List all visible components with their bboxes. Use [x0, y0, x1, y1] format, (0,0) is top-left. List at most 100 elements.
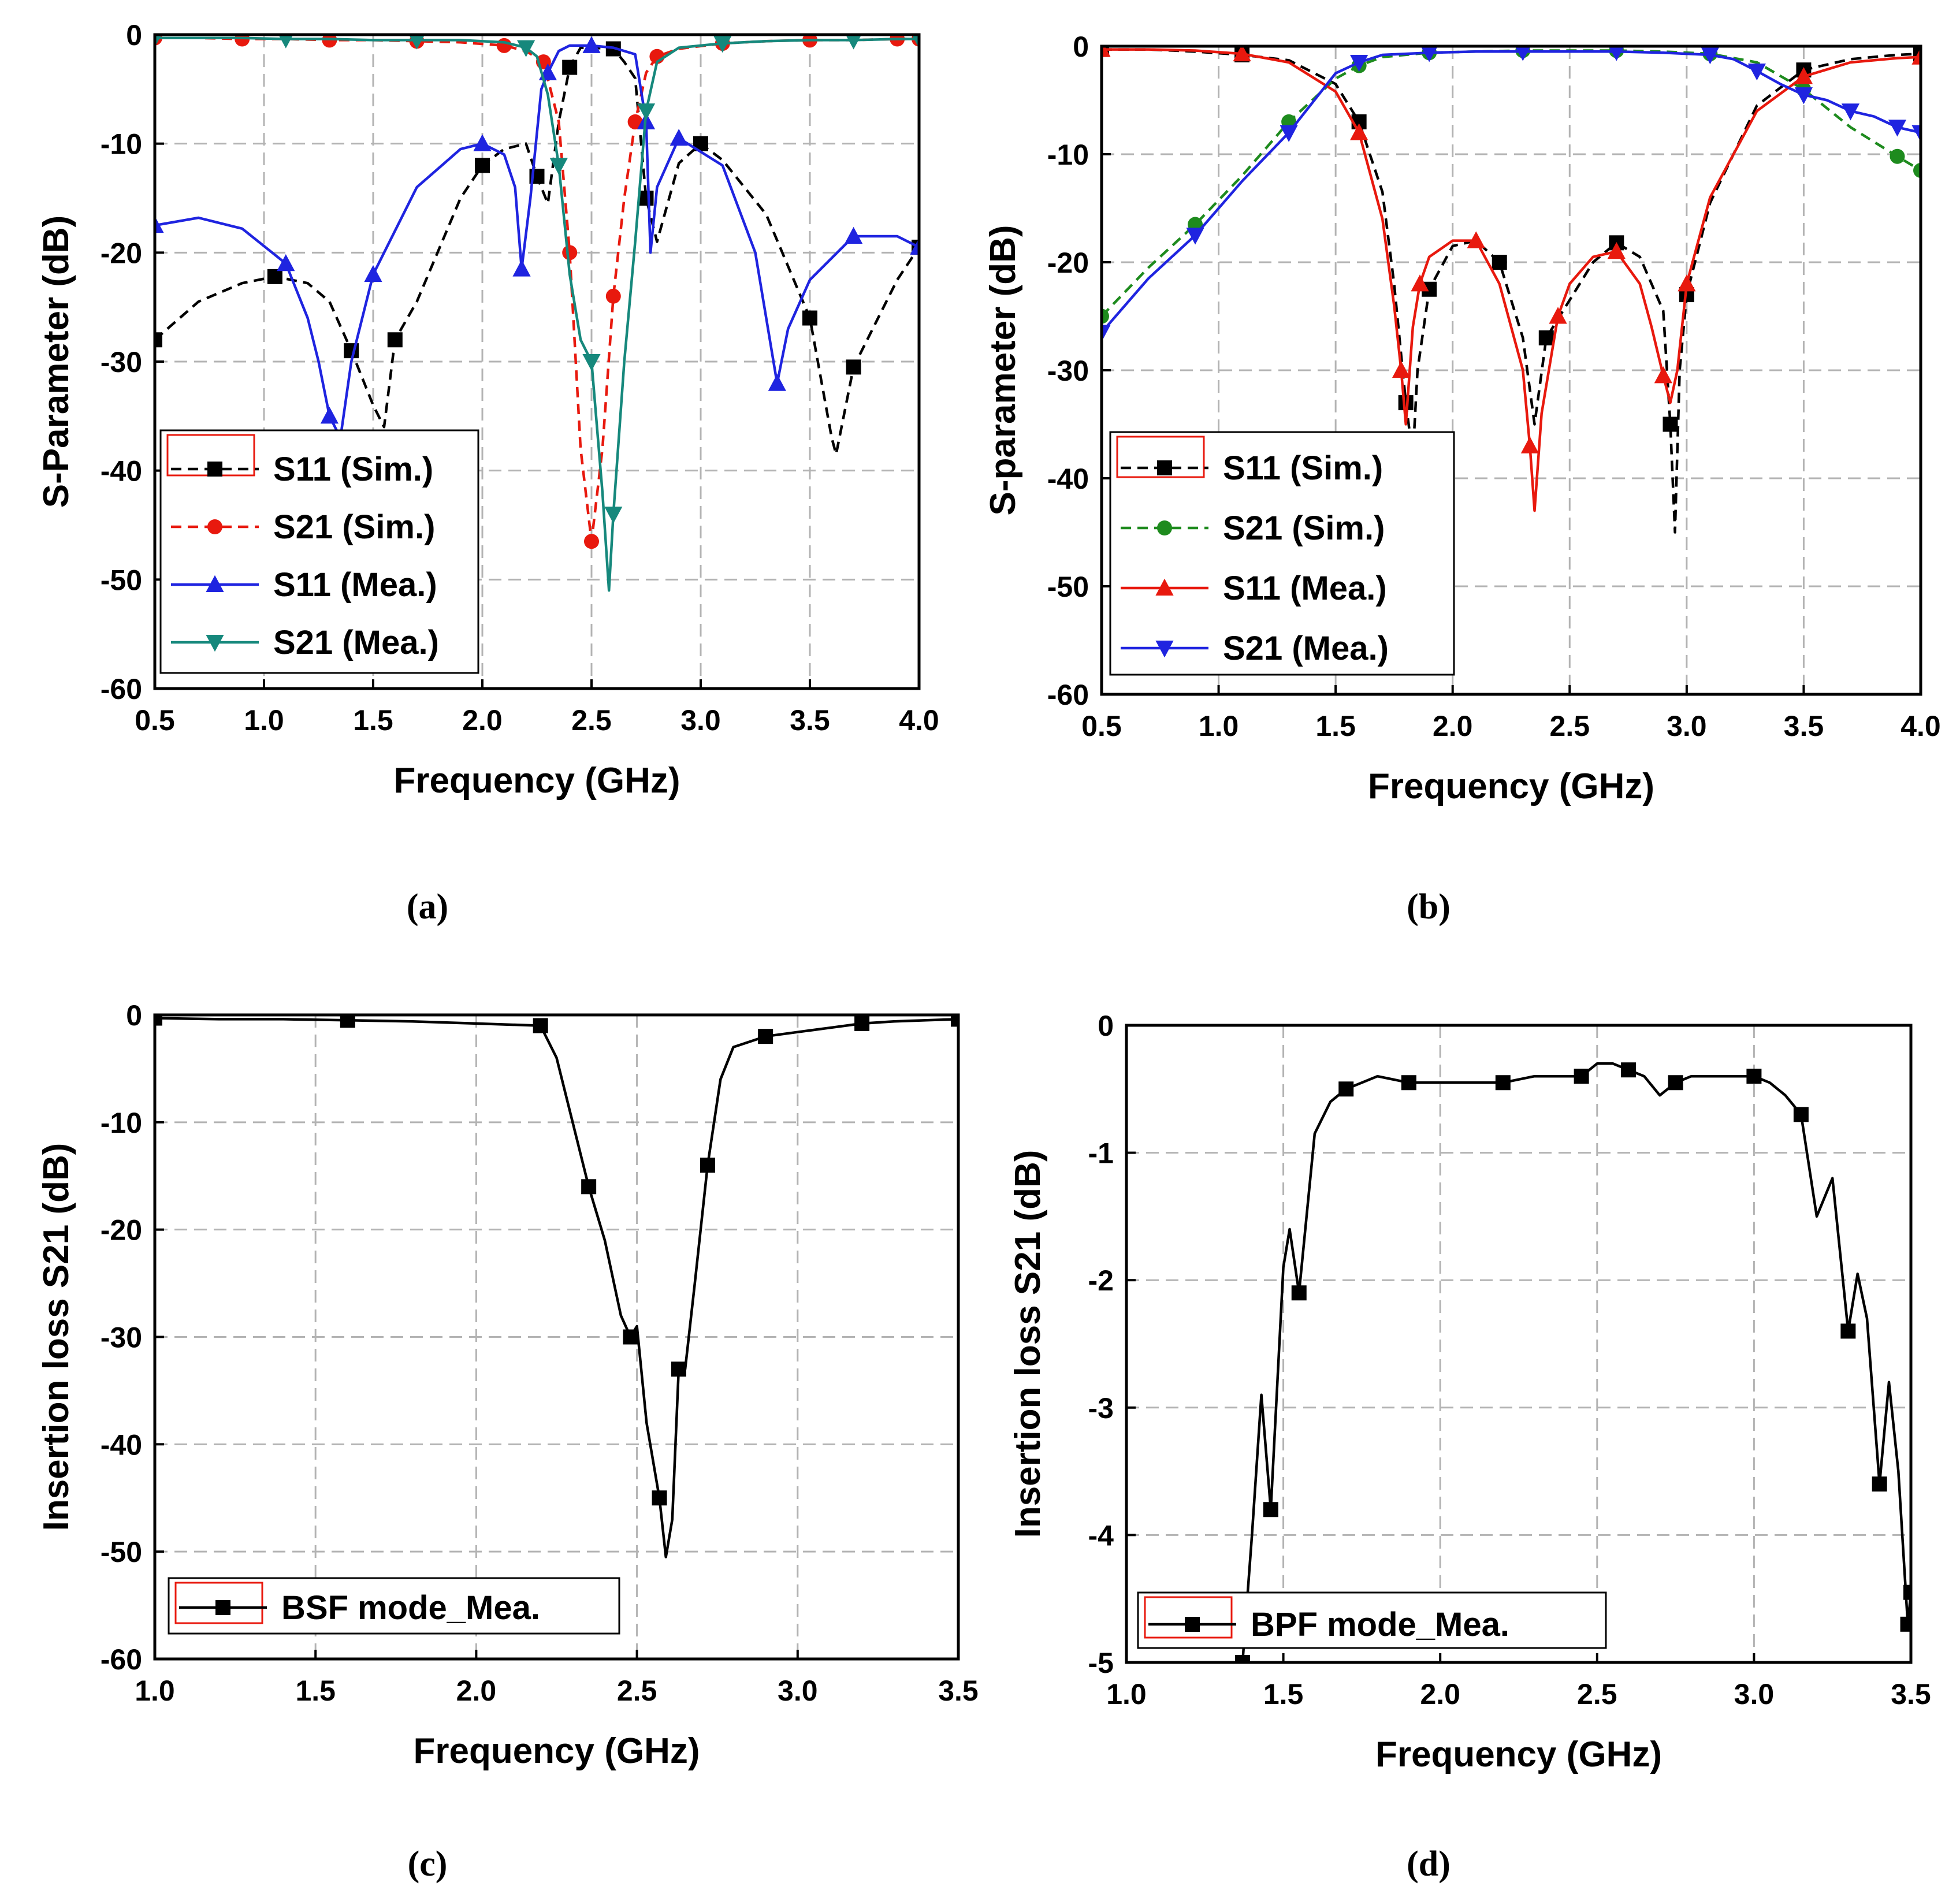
data-point-2 [473, 134, 492, 151]
x-tick-label: 3.0 [1734, 1678, 1775, 1710]
panel-caption: (a) [407, 887, 448, 927]
data-point-3 [155, 35, 162, 47]
x-tick-label: 0.5 [1081, 710, 1122, 742]
panel-caption: (d) [1407, 1844, 1451, 1884]
x-tick-label: 1.0 [1106, 1678, 1147, 1710]
chart-d: 1.0 1.5 2.0 2.5 3.0 3.5 0 -1 -2 -3 -4 -5 Frequency (… [1008, 1010, 1931, 1884]
data-point-2 [1350, 123, 1368, 140]
data-point-2 [1678, 274, 1696, 292]
series-line-3 [155, 36, 919, 592]
legend-marker-1 [207, 519, 222, 534]
x-tick-label: 3.5 [1784, 710, 1824, 742]
data-point-0 [267, 269, 282, 284]
series-line-1 [155, 36, 919, 543]
data-point-0 [1495, 1075, 1511, 1091]
y-tick-label: -1 [1088, 1137, 1114, 1170]
data-point-3 [582, 354, 601, 371]
data-point-0 [1538, 330, 1554, 345]
x-tick-label: 1.5 [1315, 710, 1356, 742]
y-axis-title: S-Parameter (dB) [36, 215, 76, 508]
x-tick-label: 2.5 [617, 1675, 657, 1707]
data-point-1 [1890, 148, 1905, 164]
data-point-2 [1467, 231, 1485, 248]
x-tick-label: 2.0 [1420, 1678, 1460, 1710]
data-point-1 [584, 534, 599, 549]
data-point-3 [278, 35, 293, 49]
data-point-2 [1794, 67, 1813, 84]
data-point-2 [845, 226, 863, 244]
data-point-0 [1574, 1069, 1589, 1084]
legend-label-0: S11 (Sim.) [273, 451, 433, 488]
data-point-0 [854, 1015, 870, 1031]
y-tick-label: -2 [1088, 1264, 1114, 1297]
legend-label-0: BPF mode_Mea. [1251, 1606, 1509, 1643]
data-point-2 [910, 237, 919, 255]
y-tick-label: -10 [101, 1107, 142, 1139]
data-point-0 [1668, 1075, 1683, 1091]
data-point-1 [562, 245, 578, 261]
data-point-0 [155, 332, 162, 348]
x-tick-label: 2.0 [462, 704, 503, 736]
data-point-2 [1392, 360, 1411, 378]
y-tick-label: -50 [101, 564, 142, 596]
data-point-2 [1233, 46, 1251, 62]
data-point-0 [155, 1015, 162, 1026]
data-point-0 [700, 1158, 716, 1173]
data-point-2 [670, 128, 688, 146]
y-tick-label: -60 [101, 673, 142, 705]
series-group [155, 35, 919, 592]
legend-marker-2 [1155, 578, 1174, 596]
y-tick-label: 0 [1073, 31, 1089, 63]
data-point-0 [340, 1015, 355, 1028]
y-tick-label: -30 [1047, 355, 1089, 387]
data-point-0 [1663, 416, 1678, 432]
data-point-3 [1102, 325, 1111, 342]
data-point-2 [1911, 47, 1921, 65]
data-point-0 [1401, 1075, 1416, 1091]
data-point-0 [652, 1490, 667, 1506]
data-point-3 [912, 35, 919, 49]
axes-frame [1100, 44, 1922, 696]
legend-box [1137, 1591, 1607, 1649]
panel-caption: (c) [408, 1844, 448, 1884]
data-point-0 [1793, 1107, 1809, 1122]
data-point-0 [1338, 1081, 1354, 1097]
data-point-3 [845, 35, 862, 50]
x-tick-label: 3.5 [1891, 1678, 1931, 1710]
x-tick-label: 4.0 [899, 704, 939, 736]
y-tick-label: -3 [1088, 1392, 1114, 1424]
data-point-0 [846, 359, 861, 375]
axes-frame [1125, 1024, 1913, 1664]
data-point-0 [1840, 1323, 1856, 1339]
data-point-3 [1608, 46, 1624, 61]
x-tick-label: 2.5 [571, 704, 612, 736]
x-tick-label: 2.5 [1577, 1678, 1617, 1710]
legend-marker-0 [1185, 1617, 1200, 1632]
y-tick-label: -40 [1047, 463, 1089, 495]
y-tick-label: -50 [101, 1536, 142, 1568]
data-point-2 [1607, 242, 1626, 259]
x-tick-label: 1.0 [135, 1675, 175, 1707]
x-tick-label: 1.5 [353, 704, 393, 736]
x-tick-label: 3.0 [778, 1675, 818, 1707]
data-point-3 [1186, 228, 1204, 245]
panel-caption: (b) [1407, 887, 1451, 927]
data-point-1 [605, 288, 621, 304]
data-point-3 [1515, 46, 1531, 61]
y-tick-label: -20 [101, 237, 142, 269]
legend-marker-1 [1157, 520, 1172, 535]
legend-marker-3 [1155, 641, 1174, 658]
data-point-3 [1280, 125, 1298, 142]
series-line-0 [1241, 1062, 1911, 1662]
data-point-1 [496, 38, 512, 53]
data-point-2 [1549, 307, 1567, 324]
data-point-3 [1701, 47, 1719, 65]
data-point-3 [1350, 55, 1368, 72]
y-axis-title: Insertion loss S21 (dB) [36, 1143, 76, 1531]
data-point-2 [277, 254, 295, 271]
chart-a: 0.5 1.0 1.5 2.0 2.5 3.0 3.5 4.0 0 -10 -20 -30 -40 -50… [36, 19, 939, 927]
data-point-0 [475, 158, 490, 173]
data-point-3 [517, 40, 535, 57]
data-point-0 [1746, 1069, 1762, 1084]
